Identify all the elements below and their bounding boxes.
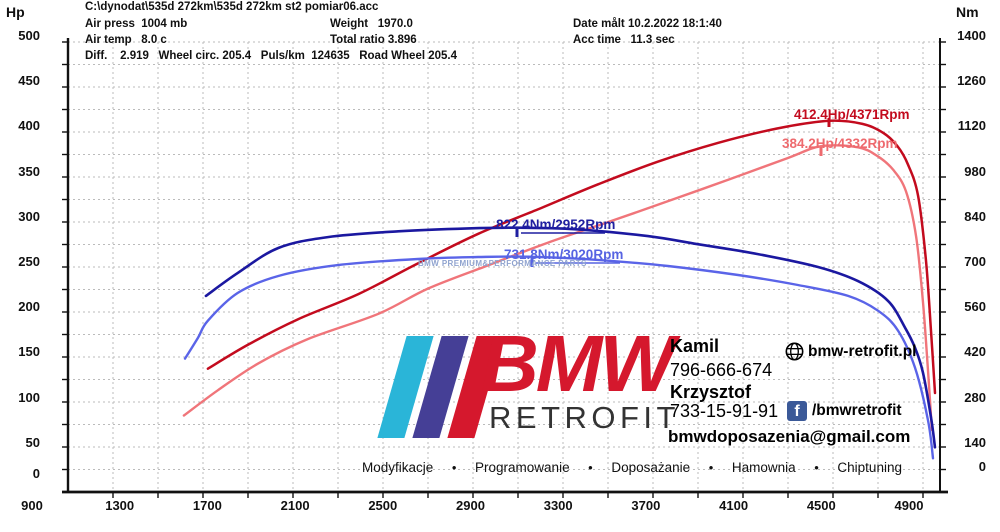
service-item: Hamownia [731, 460, 796, 475]
x-label-3300: 3300 [543, 498, 573, 513]
peak-tick [530, 258, 534, 267]
x-label-2100: 2100 [280, 498, 310, 513]
y-right-label-980: 980 [964, 163, 986, 179]
acc-time-value: Acc time 11.3 sec [573, 34, 675, 46]
total-ratio-value: Total ratio 3.896 [330, 34, 417, 46]
y-right-label-560: 560 [964, 299, 986, 315]
y-right-label-1120: 1120 [957, 118, 986, 134]
x-label-1700: 1700 [192, 498, 222, 513]
y-left-label-150: 150 [18, 344, 40, 360]
y-right-label-700: 700 [964, 254, 986, 269]
peak-annotation-2: 822.4Nm/2952Rpm [496, 217, 616, 232]
x-label-4100: 4100 [719, 498, 749, 513]
contact-name-2: Krzysztof [670, 382, 752, 402]
y-right-label-1260: 1260 [957, 73, 986, 89]
service-separator: • [588, 460, 593, 475]
logo-brand-text: BMW [481, 319, 675, 408]
x-label-3700: 3700 [631, 498, 661, 513]
x-label-900: 900 [21, 498, 43, 513]
nm-axis-unit: Nm [956, 4, 979, 20]
x-label-4500: 4500 [806, 498, 836, 513]
y-right-label-0: 0 [978, 459, 986, 474]
weight-value: Weight 1970.0 [330, 18, 413, 30]
y-right-label-840: 840 [964, 208, 986, 224]
contact-phone-2: 733-15-91-91 [670, 401, 779, 421]
curve-torque-stage2 [204, 226, 937, 449]
hp-axis-unit: Hp [6, 4, 25, 20]
x-label-2900: 2900 [456, 498, 485, 513]
y-left-label-200: 200 [18, 299, 40, 315]
y-left-label-300: 300 [18, 208, 40, 224]
peak-tick [819, 147, 823, 156]
y-left-label-400: 400 [18, 118, 40, 134]
y-right-label-280: 280 [964, 389, 986, 405]
y-left-label-250: 250 [18, 254, 40, 269]
date-value: Date målt 10.2.2022 18:1:40 [573, 18, 722, 30]
curve-power-stage2 [206, 119, 937, 395]
service-separator: • [814, 460, 819, 475]
service-item: Modyfikacje [362, 460, 434, 475]
service-item: Chiptuning [837, 460, 902, 475]
service-item: Doposażanie [611, 460, 691, 475]
service-separator: • [708, 460, 714, 475]
y-left-label-450: 450 [18, 73, 40, 89]
services-row: Modyfikacje • Programowanie • Doposażanie • Ha… [362, 460, 902, 475]
y-right-label-1400: 1400 [957, 28, 986, 43]
email-address: bmwdoposazenia@gmail.com [668, 427, 911, 446]
y-right-label-420: 420 [964, 344, 986, 360]
air-temp-value: Air temp 8.0 c [85, 34, 167, 46]
y-right-label-140: 140 [964, 434, 986, 450]
y-left-label-0: 0 [32, 466, 40, 481]
facebook-icon: f [787, 401, 807, 421]
peak-annotation-1: 384.2Hp/4332Rpm [782, 136, 898, 151]
peak-tick [515, 228, 519, 237]
peak-annotation-0: 412.4Hp/4371Rpm [794, 107, 910, 122]
curve-torque-stage1 [183, 255, 935, 460]
air-press-value: Air press 1004 mb [85, 18, 188, 30]
service-item: Programowanie [475, 460, 570, 475]
peak-tick [827, 118, 831, 127]
curve-power-stage1 [182, 144, 934, 432]
logo-sub-text: RETROFIT [489, 400, 680, 435]
diff-wheel-row: Diff. 2.919 Wheel circ. 205.4 Puls/km 12… [85, 50, 458, 62]
facebook-link[interactable]: /bmwretrofit [812, 402, 902, 419]
x-label-2500: 2500 [368, 498, 398, 513]
watermark-text: BMW PREMIUM&PERFORMANCE PARTS [418, 259, 587, 268]
website-link[interactable]: bmw-retrofit.pl [808, 343, 917, 360]
file-path: C:\dynodat\535d 272km\535d 272km st2 pom… [85, 1, 379, 13]
x-label-1300: 1300 [105, 498, 135, 513]
peak-annotation-3: 731.8Nm/3020Rpm [504, 247, 624, 262]
y-left-label-350: 350 [18, 163, 40, 179]
y-left-label-50: 50 [25, 434, 40, 450]
service-separator: • [451, 460, 457, 475]
y-left-label-500: 500 [18, 28, 40, 43]
contact-name-1: Kamil [670, 336, 720, 356]
y-left-label-100: 100 [18, 389, 40, 405]
contact-phone-1: 796-666-674 [670, 360, 773, 380]
x-label-4900: 4900 [894, 498, 924, 513]
